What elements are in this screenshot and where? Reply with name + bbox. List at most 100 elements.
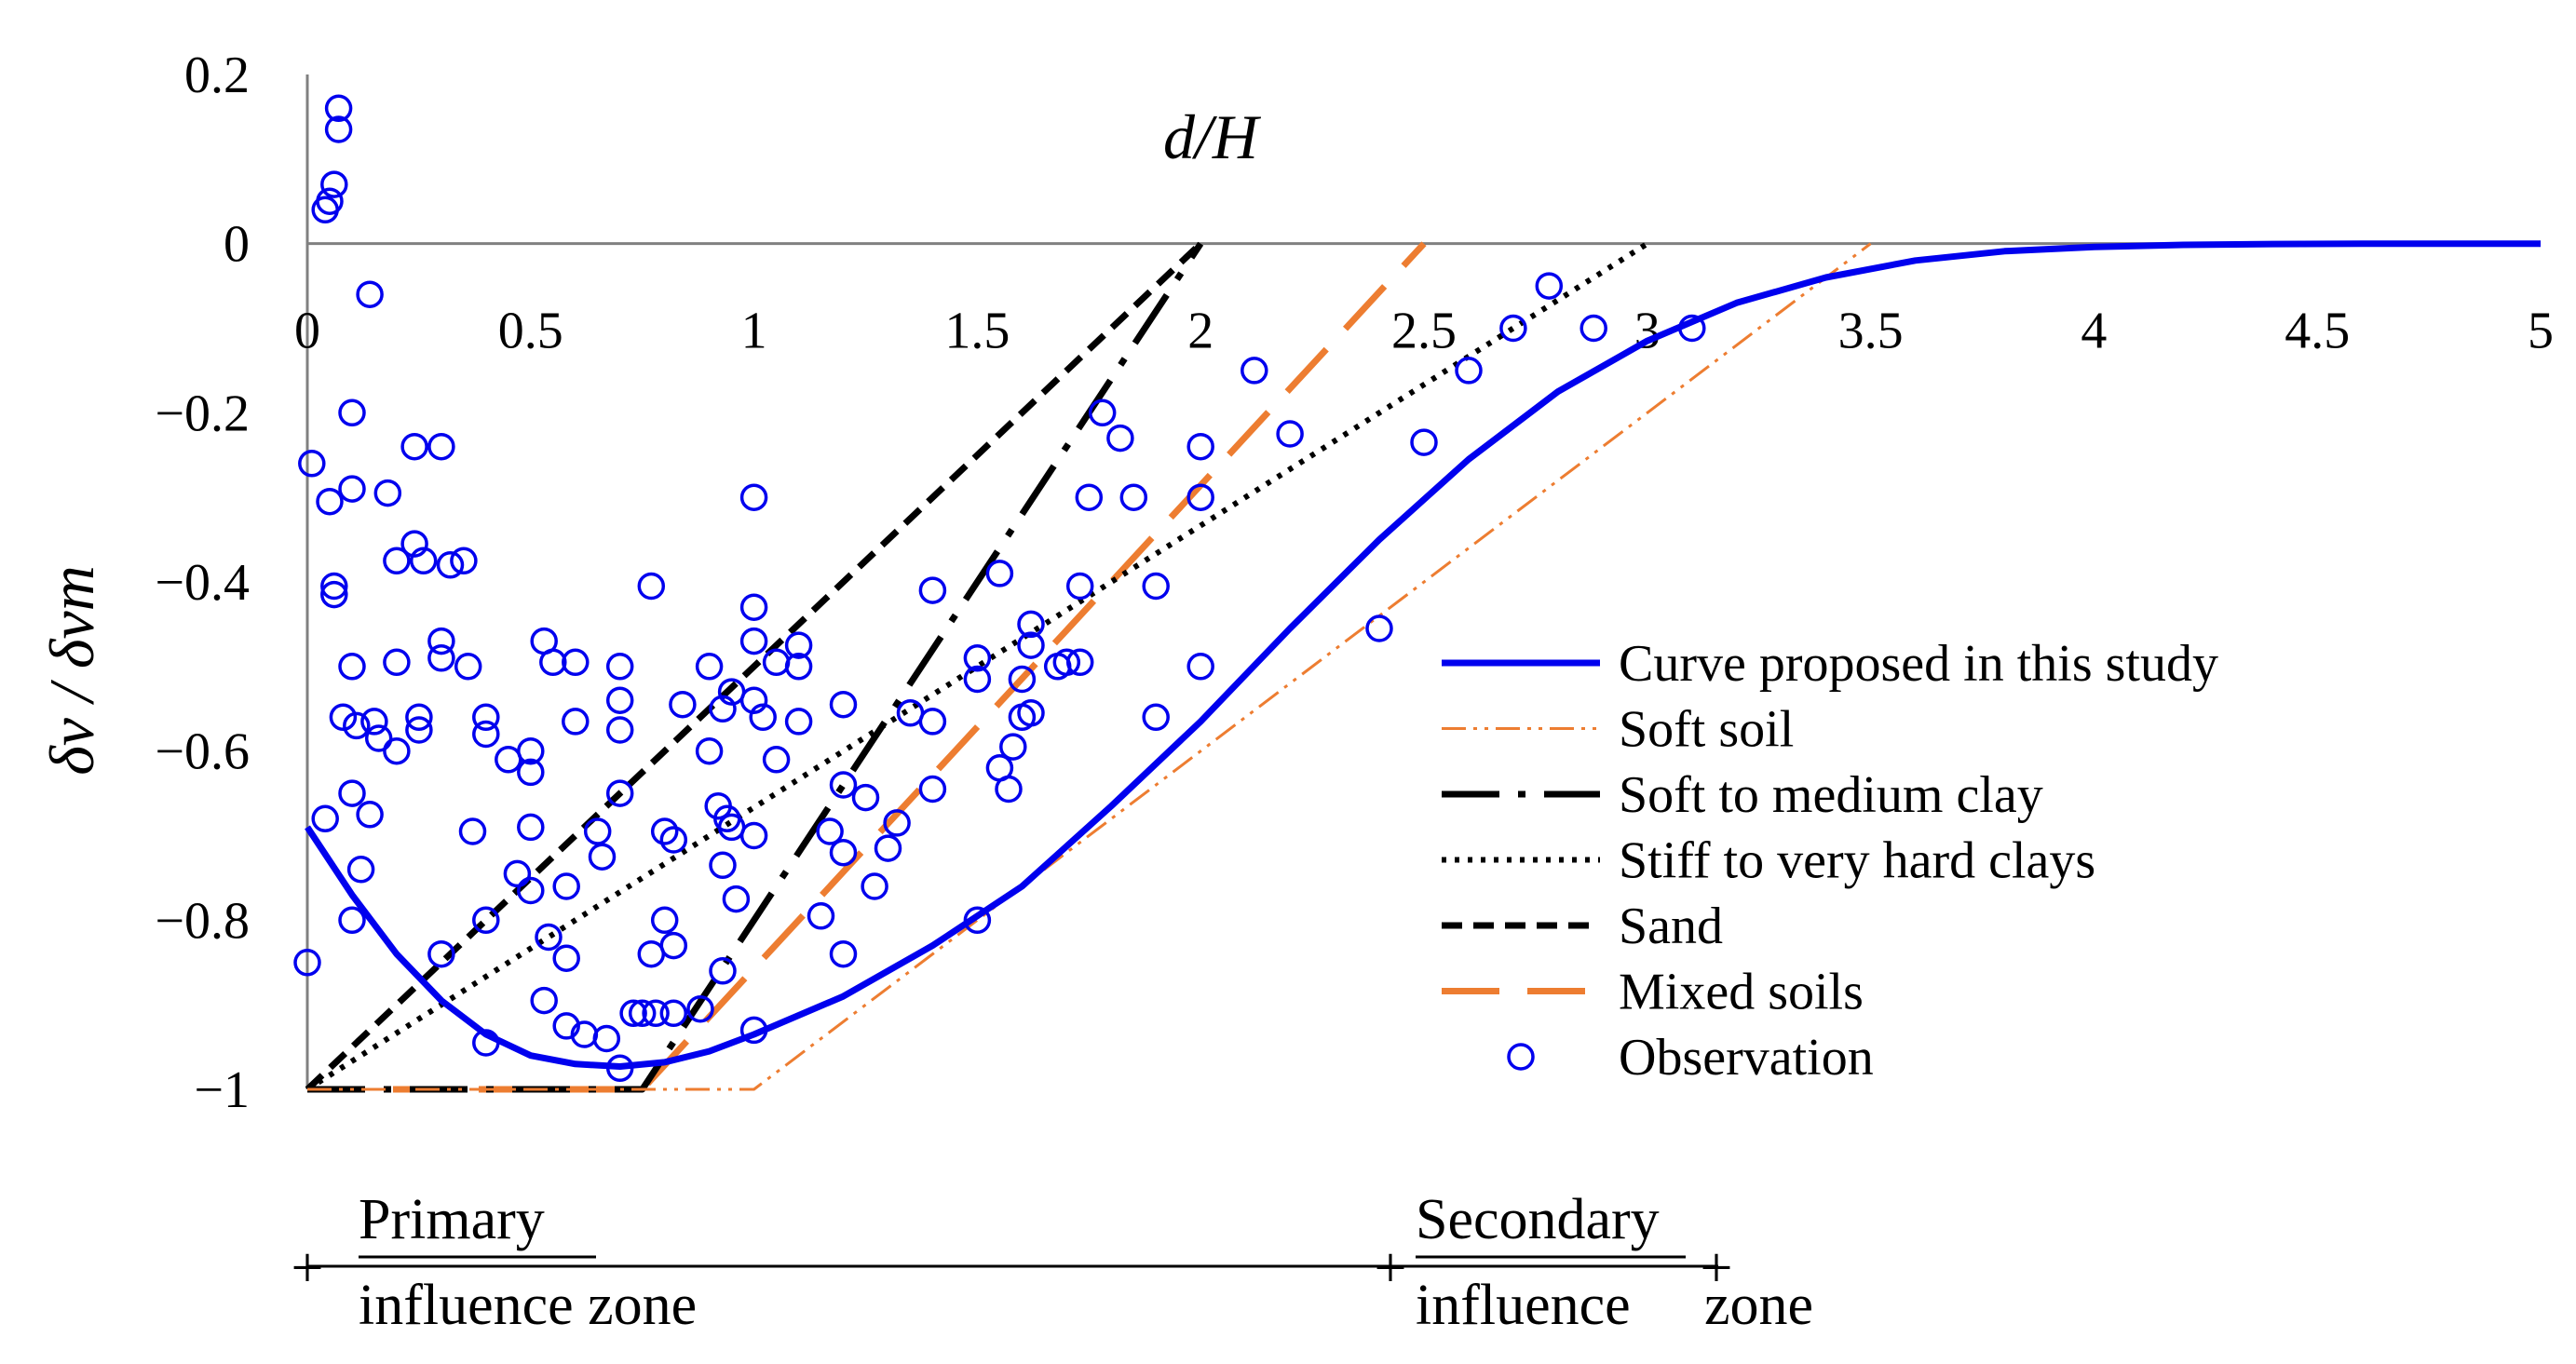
observation-point (338, 475, 366, 503)
observation-point (472, 906, 500, 935)
zone-plus-mid: + (1375, 1236, 1407, 1300)
observation-point (562, 648, 590, 677)
observation-point (338, 398, 366, 427)
y-tick-label: 0 (224, 216, 250, 274)
observation-point (517, 736, 545, 765)
observation-point (311, 196, 339, 224)
observation-point (298, 450, 326, 478)
y-tick-label: 0.2 (184, 47, 250, 104)
observation-point (409, 547, 438, 575)
observation-point (896, 699, 925, 727)
observation-point (829, 838, 858, 867)
observation-point (918, 775, 947, 804)
x-tick-labels: 0 0.5 1 1.5 2 2.5 3 3.5 4 4.5 5 (294, 303, 2554, 360)
observation-point (373, 479, 402, 507)
observation-point (816, 817, 844, 845)
observation-point (985, 560, 1014, 587)
observation-point (686, 994, 714, 1023)
observation-point (329, 703, 358, 732)
observation-point (356, 280, 384, 308)
legend-label-stiff-to-very-hard-clays: Stiff to very hard clays (1619, 832, 2095, 890)
observation-point (427, 644, 455, 672)
observation-point (454, 653, 482, 681)
observation-point (427, 432, 455, 461)
x-tick-label: 2.5 (1391, 303, 1457, 360)
observation-point (324, 115, 353, 143)
observation-point (739, 627, 768, 655)
observation-point (874, 834, 902, 862)
observation-point (695, 653, 724, 681)
observation-point (963, 906, 992, 935)
observation-point (320, 580, 348, 609)
observation-point (1535, 272, 1564, 300)
observation-point (1579, 314, 1607, 343)
observation-point (709, 957, 737, 985)
observation-point (1186, 432, 1214, 461)
observation-point (400, 432, 428, 461)
observation-point (1043, 653, 1072, 681)
observation-point (472, 720, 500, 749)
y-tick-labels: 0.2 0 −0.2 −0.4 −0.6 −0.8 −1 (155, 47, 250, 1119)
observation-point (530, 986, 558, 1015)
observation-point (517, 876, 545, 905)
observation-point (717, 813, 746, 842)
observation-point (356, 801, 384, 829)
observation-point (320, 572, 348, 601)
x-tick-label: 0 (294, 303, 320, 360)
series-line-soft-soil (307, 242, 1872, 1091)
series-line-stiff-to-very-hard-clays (305, 241, 1649, 1092)
observation-point (995, 775, 1023, 804)
observation-point (784, 708, 813, 736)
observation-point (963, 644, 992, 672)
observation-point (784, 631, 813, 659)
observation-point (1065, 648, 1094, 677)
observation-point (364, 724, 393, 752)
legend-swatch-observation (1507, 1043, 1535, 1071)
observation-point (861, 872, 888, 900)
observation-point (562, 708, 590, 736)
observation-point (1186, 483, 1214, 511)
observation-point (311, 804, 339, 833)
zone-plus-left: + (291, 1236, 324, 1300)
x-tick-label: 3.5 (1838, 303, 1904, 360)
observation-point (552, 944, 580, 972)
observation-point (293, 949, 321, 977)
x-tick-label: 3 (1634, 303, 1661, 360)
observation-point (637, 939, 666, 968)
observation-point (338, 906, 366, 935)
y-tick-label: −0.6 (155, 723, 250, 781)
observation-point (659, 999, 688, 1028)
observation-point (458, 817, 487, 845)
observation-point (1142, 703, 1170, 732)
observation-point (383, 547, 411, 575)
observation-point (383, 736, 411, 765)
x-tick-label: 2 (1187, 303, 1213, 360)
observation-point (1017, 631, 1045, 659)
observation-point (1017, 699, 1045, 727)
y-tick-label: −0.2 (155, 385, 250, 442)
observation-point (829, 771, 858, 799)
observation-point (709, 851, 737, 880)
observation-point (1186, 653, 1214, 681)
observation-point (695, 736, 724, 765)
secondary-zone-label-2: influence (1416, 1274, 1631, 1337)
observation-point (762, 648, 791, 677)
observation-point (650, 906, 679, 935)
observation-point (588, 843, 617, 871)
observation-point (338, 653, 366, 681)
observation-point (535, 923, 563, 952)
observation-point (427, 627, 455, 655)
observation-point (1241, 357, 1268, 385)
observation-point (1008, 665, 1037, 694)
observation-point (619, 999, 647, 1028)
observation-point (1455, 357, 1483, 385)
observation-point (650, 817, 679, 845)
series-lines (305, 240, 2541, 1093)
observation-point (517, 758, 545, 787)
observation-point (918, 576, 947, 604)
observation-point (503, 859, 532, 888)
primary-zone-label-1: Primary (359, 1188, 545, 1251)
y-tick-label: −1 (194, 1061, 250, 1119)
legend-label-sand: Sand (1619, 898, 1723, 955)
zone-plus-right: + (1701, 1236, 1733, 1300)
